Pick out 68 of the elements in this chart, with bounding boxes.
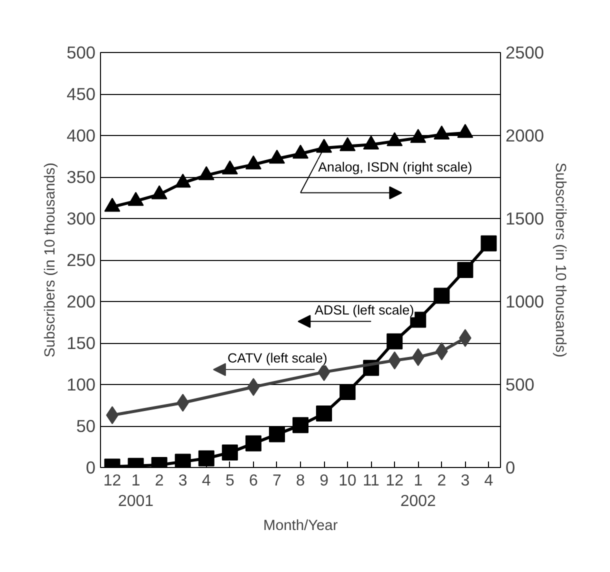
y-tick-label: 400: [66, 126, 96, 146]
x-tick-label: 6: [248, 472, 258, 490]
y2-tick-label: 2500: [506, 42, 544, 62]
x-tick-label: 10: [338, 472, 357, 490]
y-tick-label: 350: [66, 167, 96, 187]
x-tick-label: 3: [460, 472, 470, 490]
point: [222, 444, 238, 461]
y-tick-label: 300: [66, 208, 96, 228]
point: [363, 135, 380, 150]
point: [388, 351, 401, 370]
point: [412, 348, 424, 366]
point: [174, 174, 191, 188]
y-tick-label: 150: [66, 333, 96, 353]
point: [151, 185, 168, 200]
y2-axis-title: Subscribers (in 10 thousands): [552, 162, 568, 358]
y2-tick-label: 2000: [506, 126, 544, 146]
point: [457, 124, 474, 138]
point: [128, 192, 144, 206]
series-label: Analog, ISDN (right scale): [318, 160, 472, 175]
point: [268, 150, 285, 164]
x-tick-label: 4: [484, 472, 494, 490]
point: [316, 138, 332, 153]
point: [104, 198, 120, 212]
x-tick-label: 2: [154, 472, 164, 490]
point: [316, 406, 332, 422]
point: [222, 160, 238, 174]
y-tick-label: 500: [66, 42, 96, 62]
point: [340, 384, 356, 400]
series-label: ADSL (left scale): [314, 302, 414, 318]
point: [176, 394, 190, 412]
series-label: CATV (left scale): [228, 350, 328, 366]
y2-tick-label: 0: [506, 458, 516, 478]
y-tick-label: 100: [66, 374, 96, 394]
x-tick-label: 11: [362, 472, 380, 490]
point: [245, 155, 262, 170]
point: [340, 137, 356, 152]
x-tick-label: 3: [178, 472, 188, 490]
y-tick-label: 250: [66, 250, 96, 270]
point: [410, 128, 426, 143]
point: [480, 235, 497, 252]
point: [292, 417, 308, 434]
point: [434, 288, 450, 304]
y-tick-label: 450: [66, 84, 96, 104]
point: [245, 435, 262, 452]
point: [198, 450, 214, 466]
point: [386, 333, 403, 350]
y2-tick-label: 1500: [506, 208, 544, 228]
y2-tick-label: 1000: [506, 292, 544, 312]
point: [457, 262, 474, 278]
x-tick-label: 5: [225, 472, 234, 490]
point: [386, 132, 403, 146]
y-tick-label: 200: [66, 292, 96, 312]
x-tick-label: 7: [272, 472, 282, 490]
x-tick-label: 9: [320, 472, 329, 490]
y-tick-label: 0: [86, 458, 96, 478]
x-axis-title: Month/Year: [263, 518, 338, 534]
x-tick-label: 8: [296, 472, 306, 490]
x-tick-label: 4: [202, 472, 211, 490]
point: [292, 144, 308, 159]
y-tick-label: 50: [76, 416, 96, 436]
point: [434, 126, 450, 140]
point: [198, 166, 214, 180]
point: [174, 454, 191, 468]
x-tick-label: 2: [437, 472, 446, 490]
point: [268, 426, 285, 442]
y-axis-title: Subscribers (in 10 thousands): [42, 162, 59, 358]
y2-tick-label: 500: [506, 374, 534, 394]
point: [247, 378, 260, 396]
